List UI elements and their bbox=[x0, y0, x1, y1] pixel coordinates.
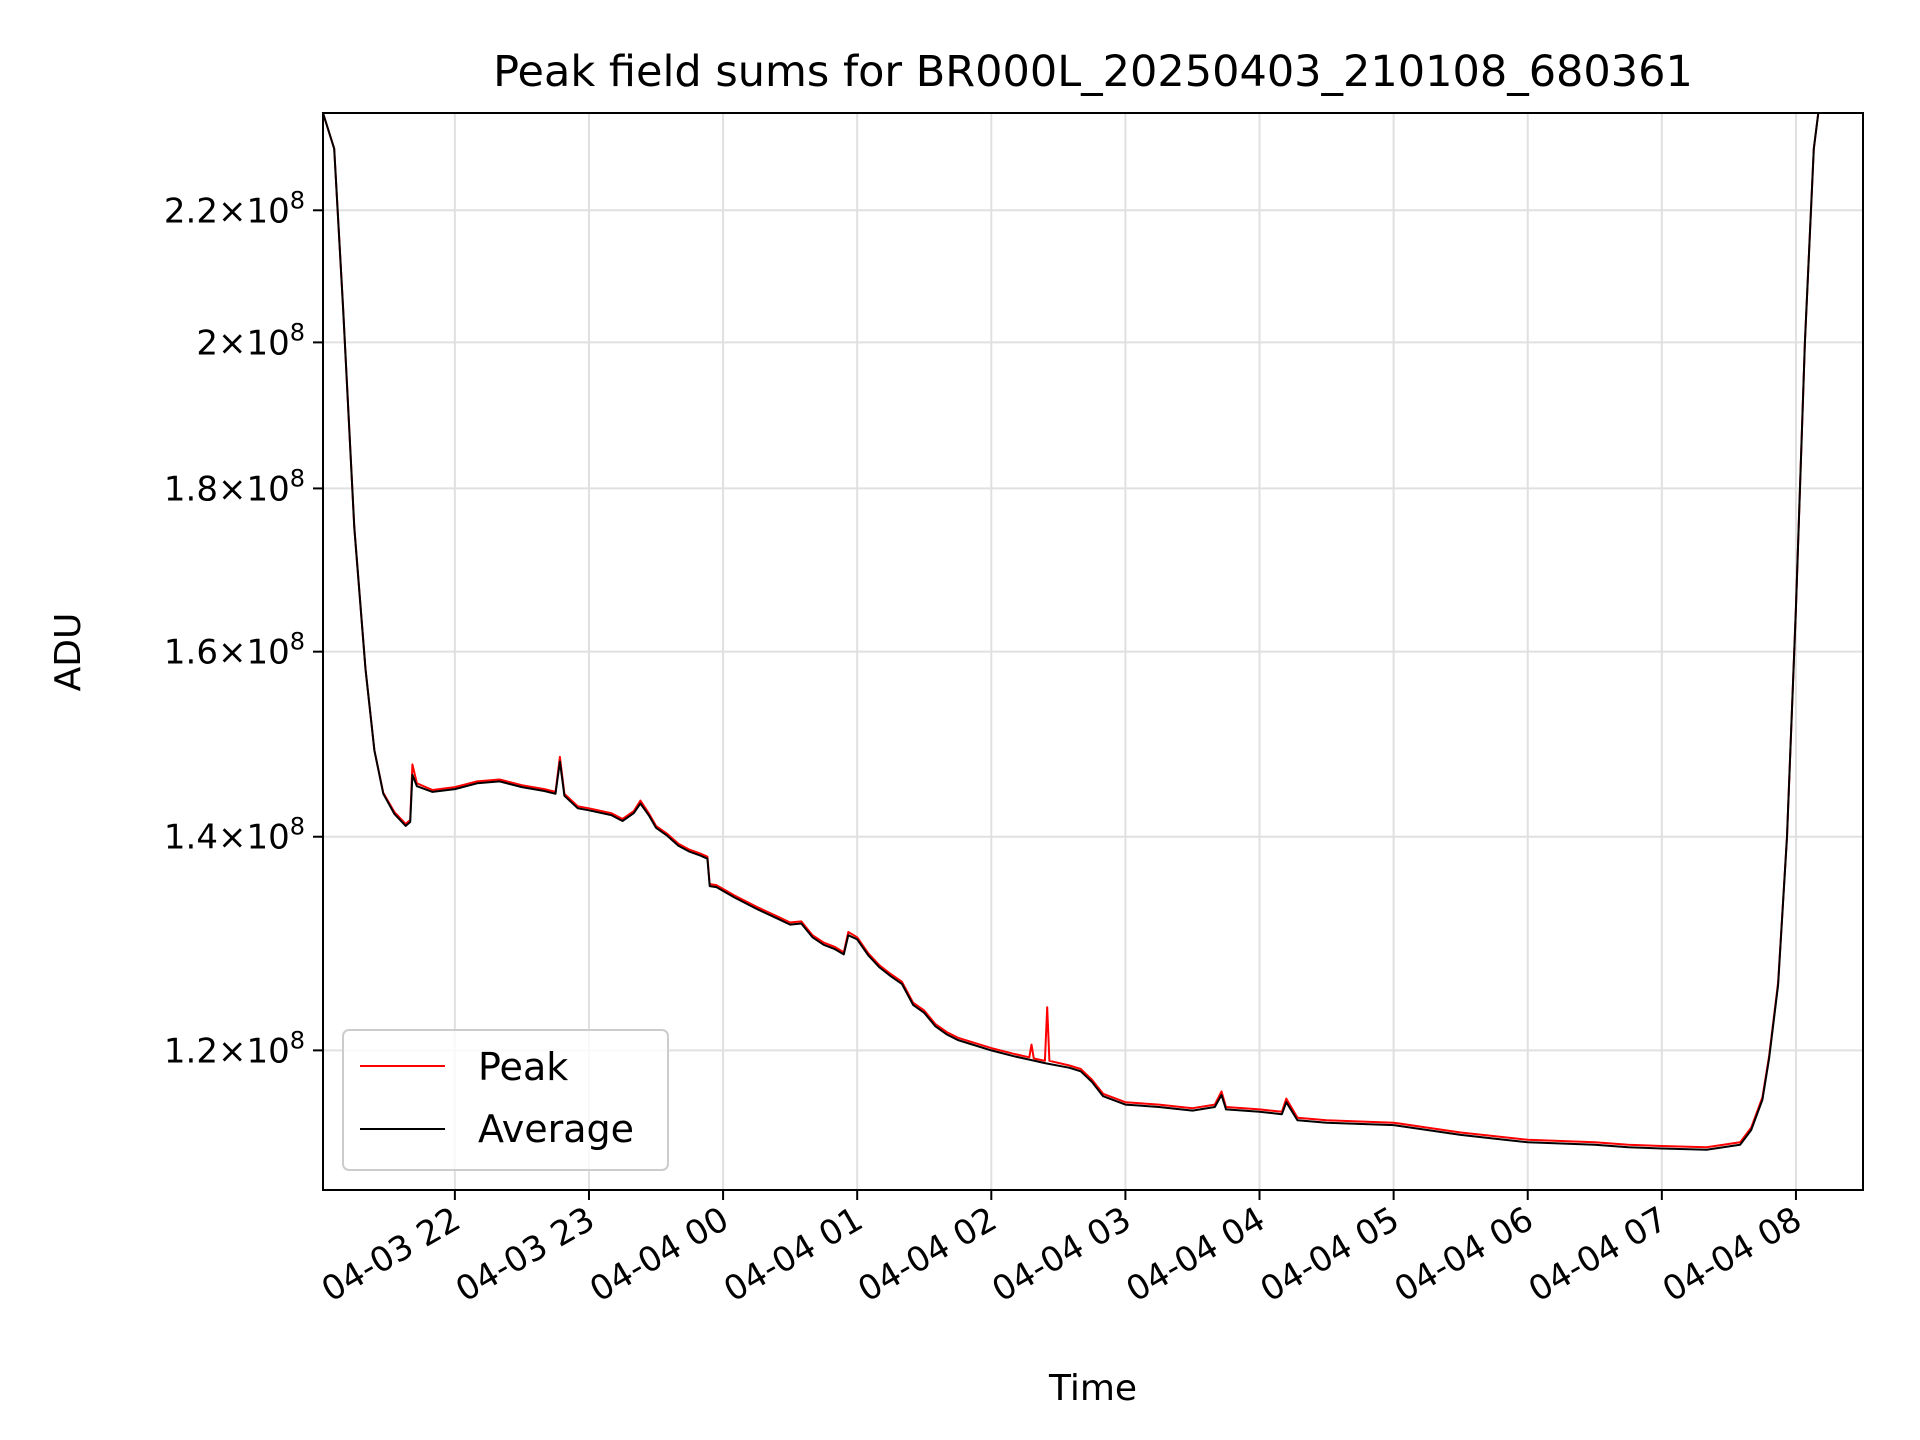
chart-title: Peak field sums for BR000L_20250403_2101… bbox=[493, 47, 1693, 97]
series-line-peak bbox=[323, 113, 1863, 1149]
grid bbox=[323, 113, 1863, 1190]
y-tick-mantissa: 1.6 bbox=[164, 633, 218, 673]
y-tick-exponent: 8 bbox=[290, 464, 305, 492]
y-tick-times: ×10 bbox=[218, 633, 290, 673]
legend-label-peak: Peak bbox=[478, 1045, 568, 1089]
y-tick-times: ×10 bbox=[218, 469, 290, 509]
y-tick-mantissa: 1.2 bbox=[164, 1031, 218, 1071]
y-tick-exponent: 8 bbox=[290, 813, 305, 841]
y-tick-times: ×10 bbox=[218, 323, 290, 363]
y-tick-label: 2.2×108 bbox=[164, 186, 305, 231]
series-line-average bbox=[323, 113, 1863, 1151]
y-tick-label: 1.2×108 bbox=[164, 1026, 305, 1071]
y-tick-label: 1.6×108 bbox=[164, 628, 305, 673]
legend-label-average: Average bbox=[478, 1107, 634, 1151]
y-tick-exponent: 8 bbox=[290, 318, 305, 346]
y-tick-exponent: 8 bbox=[290, 628, 305, 656]
y-tick-times: ×10 bbox=[218, 818, 290, 858]
y-tick-mantissa: 2 bbox=[196, 323, 218, 363]
y-tick-label: 1.8×108 bbox=[164, 464, 305, 509]
y-tick-label: 2×108 bbox=[196, 318, 305, 363]
y-tick-mantissa: 1.8 bbox=[164, 469, 218, 509]
y-tick-exponent: 8 bbox=[290, 186, 305, 214]
y-axis-label: ADU bbox=[48, 613, 89, 692]
y-tick-times: ×10 bbox=[218, 191, 290, 231]
x-axis-label: Time bbox=[1048, 1368, 1137, 1409]
y-tick-exponent: 8 bbox=[290, 1026, 305, 1054]
series-layer bbox=[323, 113, 1863, 1151]
y-tick-times: ×10 bbox=[218, 1031, 290, 1071]
y-tick-label: 1.4×108 bbox=[164, 813, 305, 858]
y-tick-mantissa: 1.4 bbox=[164, 818, 218, 858]
y-tick-mantissa: 2.2 bbox=[164, 191, 218, 231]
legend: Peak Average bbox=[342, 1029, 669, 1171]
